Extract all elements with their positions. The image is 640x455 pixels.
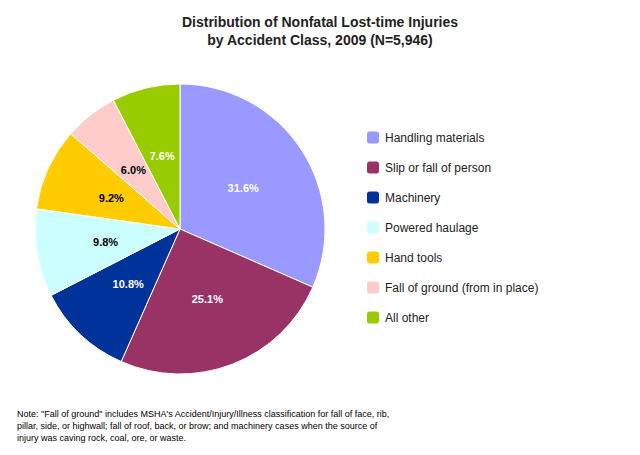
svg-text:Slip or fall of person: Slip or fall of person [385,161,491,175]
svg-text:by Accident Class, 2009 (N=5,9: by Accident Class, 2009 (N=5,946) [207,32,433,48]
svg-text:9.2%: 9.2% [99,192,124,204]
svg-text:10.8%: 10.8% [113,278,144,290]
svg-text:Distribution of Nonfatal Lost-: Distribution of Nonfatal Lost-time Injur… [182,14,458,30]
svg-text:6.0%: 6.0% [121,164,146,176]
svg-text:pillar, side, or highwall; fal: pillar, side, or highwall; fall of roof,… [17,421,378,431]
svg-text:All other: All other [385,311,429,325]
svg-text:7.6%: 7.6% [150,150,175,162]
svg-text:25.1%: 25.1% [192,293,223,305]
svg-text:Hand tools: Hand tools [385,251,442,265]
svg-text:Powered haulage: Powered haulage [385,221,479,235]
svg-text:9.8%: 9.8% [93,236,118,248]
svg-text:31.6%: 31.6% [228,182,259,194]
svg-text:Note: "Fall of ground" include: Note: "Fall of ground" includes MSHA's A… [17,409,389,419]
svg-text:Fall of ground (from in place): Fall of ground (from in place) [385,281,538,295]
svg-text:Handling materials: Handling materials [385,131,484,145]
svg-text:injury was caving rock, coal,: injury was caving rock, coal, ore, or wa… [17,433,186,443]
svg-text:Machinery: Machinery [385,191,440,205]
